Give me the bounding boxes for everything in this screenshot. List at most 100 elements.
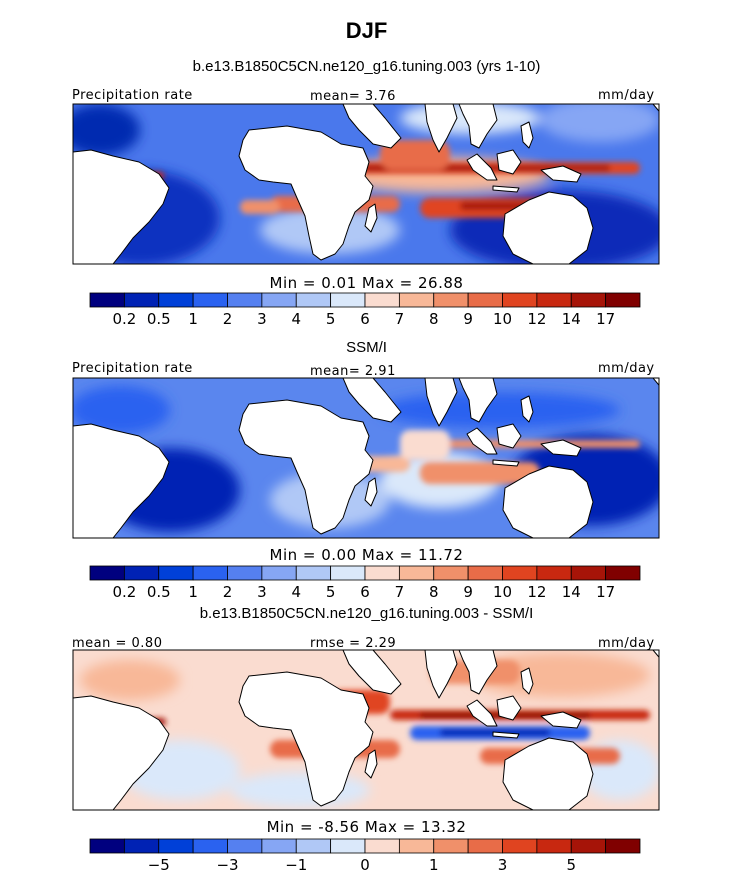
cb3-tick-label: 3 — [498, 856, 508, 874]
cb2-tick-label: 0.2 — [112, 583, 136, 601]
cb2-swatch — [261, 565, 297, 581]
cb3-swatch — [123, 838, 160, 854]
cb1-tick-label: 10 — [493, 310, 512, 328]
cb1-swatch — [89, 292, 125, 308]
page-title: DJF — [345, 18, 388, 43]
panel3-stats: Min = -8.56 Max = 13.32 — [266, 818, 467, 836]
cb2-tick-label: 3 — [257, 583, 267, 601]
cb2-tick-label: 4 — [291, 583, 301, 601]
cb3-swatch — [570, 838, 607, 854]
cb2-tick-label: 6 — [360, 583, 370, 601]
cb2-swatch — [536, 565, 572, 581]
colorbar-precip-1: 0.2 0.5 1 2 3 4 5 6 7 8 9 10 12 14 17 — [89, 292, 641, 328]
cb2-swatch — [364, 565, 400, 581]
page-subtitle: b.e13.B1850C5CN.ne120_g16.tuning.003 (yr… — [192, 58, 541, 75]
panel1-center-label: mean= 3.76 — [310, 89, 396, 104]
cb2-swatch — [123, 565, 160, 581]
cb1-swatch — [227, 292, 263, 308]
cb3-swatch — [330, 838, 366, 854]
cb2-tick-label: 10 — [493, 583, 512, 601]
cb1-swatch — [192, 292, 228, 308]
cb1-swatch — [467, 292, 503, 308]
cb1-swatch — [261, 292, 297, 308]
cb3-swatch — [398, 838, 435, 854]
panel1-map — [73, 104, 659, 264]
cb1-swatch — [123, 292, 160, 308]
cb1-swatch — [536, 292, 572, 308]
cb2-tick-label: 5 — [326, 583, 336, 601]
cb2-swatch — [570, 565, 607, 581]
panel2-stats: Min = 0.00 Max = 11.72 — [269, 546, 464, 564]
cb3-swatch — [605, 838, 641, 854]
cb1-swatch — [398, 292, 435, 308]
cb3-tick-label: −3 — [216, 856, 238, 874]
cb2-swatch — [89, 565, 125, 581]
cb3-swatch — [89, 838, 125, 854]
cb1-swatch — [330, 292, 366, 308]
cb3-swatch — [502, 838, 538, 854]
cb1-tick-label: 4 — [291, 310, 301, 328]
cb2-tick-label: 0.5 — [147, 583, 171, 601]
cb3-tick-label: −5 — [148, 856, 170, 874]
cb1-swatch — [295, 292, 332, 308]
cb3-swatch — [227, 838, 263, 854]
cb2-swatch — [605, 565, 641, 581]
cb2-swatch — [398, 565, 435, 581]
cb3-swatch — [364, 838, 400, 854]
panel1-frame — [72, 103, 660, 265]
panel3-left-label: mean = 0.80 — [72, 636, 163, 651]
cb3-tick-label: 0 — [360, 856, 370, 874]
panel3-title: b.e13.B1850C5CN.ne120_g16.tuning.003 - S… — [199, 605, 534, 622]
panel3-map — [73, 650, 659, 810]
panel2-title: SSM/I — [346, 339, 387, 356]
cb1-tick-label: 3 — [257, 310, 267, 328]
panel3-frame — [72, 649, 660, 811]
colorbar-diff: −5 −3 −1 0 1 3 5 — [89, 838, 641, 874]
cb1-tick-label: 0.5 — [147, 310, 171, 328]
colorbar-precip-2: 0.2 0.5 1 2 3 4 5 6 7 8 9 10 12 14 17 — [89, 565, 641, 601]
cb1-tick-label: 7 — [395, 310, 405, 328]
cb3-swatch — [295, 838, 332, 854]
cb1-tick-label: 17 — [596, 310, 615, 328]
cb3-swatch — [433, 838, 469, 854]
cb1-tick-label: 14 — [562, 310, 581, 328]
cb2-swatch — [330, 565, 366, 581]
cb2-tick-label: 12 — [527, 583, 546, 601]
panel3-center-label: rmse = 2.29 — [310, 636, 397, 651]
cb1-tick-label: 9 — [463, 310, 473, 328]
panel3-right-label: mm/day — [598, 636, 655, 651]
panel2-frame — [72, 377, 660, 539]
cb3-swatch — [192, 838, 228, 854]
cb2-swatch — [192, 565, 228, 581]
cb1-swatch — [158, 292, 194, 308]
panel2-map — [73, 378, 659, 538]
cb2-swatch — [467, 565, 503, 581]
cb2-tick-label: 14 — [562, 583, 581, 601]
cb3-swatch — [467, 838, 503, 854]
cb2-swatch — [227, 565, 263, 581]
cb1-tick-label: 1 — [188, 310, 198, 328]
cb1-tick-label: 5 — [326, 310, 336, 328]
cb1-tick-label: 2 — [223, 310, 233, 328]
cb3-tick-label: 5 — [566, 856, 576, 874]
cb3-tick-label: −1 — [285, 856, 307, 874]
cb3-swatch — [536, 838, 572, 854]
cb2-swatch — [433, 565, 469, 581]
cb1-swatch — [502, 292, 538, 308]
cb2-tick-label: 1 — [188, 583, 198, 601]
cb3-swatch — [261, 838, 297, 854]
cb1-swatch — [364, 292, 400, 308]
cb2-tick-label: 7 — [395, 583, 405, 601]
cb2-swatch — [158, 565, 194, 581]
cb1-swatch — [570, 292, 607, 308]
cb2-swatch — [502, 565, 538, 581]
cb1-tick-label: 12 — [527, 310, 546, 328]
panel2-right-label: mm/day — [598, 361, 655, 376]
cb3-swatch — [158, 838, 194, 854]
panel1-right-label: mm/day — [598, 88, 655, 103]
panel1-stats: Min = 0.01 Max = 26.88 — [269, 274, 464, 292]
cb3-tick-label: 1 — [429, 856, 439, 874]
cb2-tick-label: 9 — [463, 583, 473, 601]
panel1-left-label: Precipitation rate — [72, 88, 193, 103]
